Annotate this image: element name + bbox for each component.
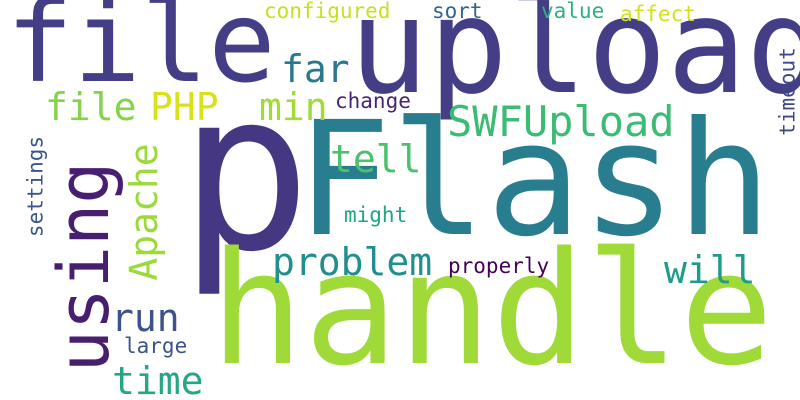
word-large: large [124,334,188,358]
word-p: p [179,44,312,300]
word-value: value [541,0,605,23]
word-using: using [43,161,125,373]
word-timeout: timeout [775,47,800,136]
word-affect: affect [620,2,696,26]
word-will: will [664,248,756,292]
word-run: run [111,296,180,340]
word-might: might [344,203,408,227]
word-swfupload: SWFUpload [447,97,675,146]
word-change: change [335,89,411,113]
word-far: far [281,47,350,91]
word-properly: properly [448,254,550,278]
word-time: time [112,359,204,400]
word-problem: problem [272,240,433,284]
word-configured: configured [264,0,391,23]
word-php: PHP [150,85,219,129]
word-file-large: file [6,0,276,108]
word-settings: settings [23,135,48,238]
word-tell: tell [330,137,422,181]
word-sort: sort [432,0,483,23]
word-flash: Flash [296,88,772,272]
word-file-small: file [45,85,137,129]
word-upload: upload [349,0,800,124]
word-apache: Apache [122,143,166,281]
word-min: min [259,85,328,129]
word-handle: handle [210,218,774,400]
